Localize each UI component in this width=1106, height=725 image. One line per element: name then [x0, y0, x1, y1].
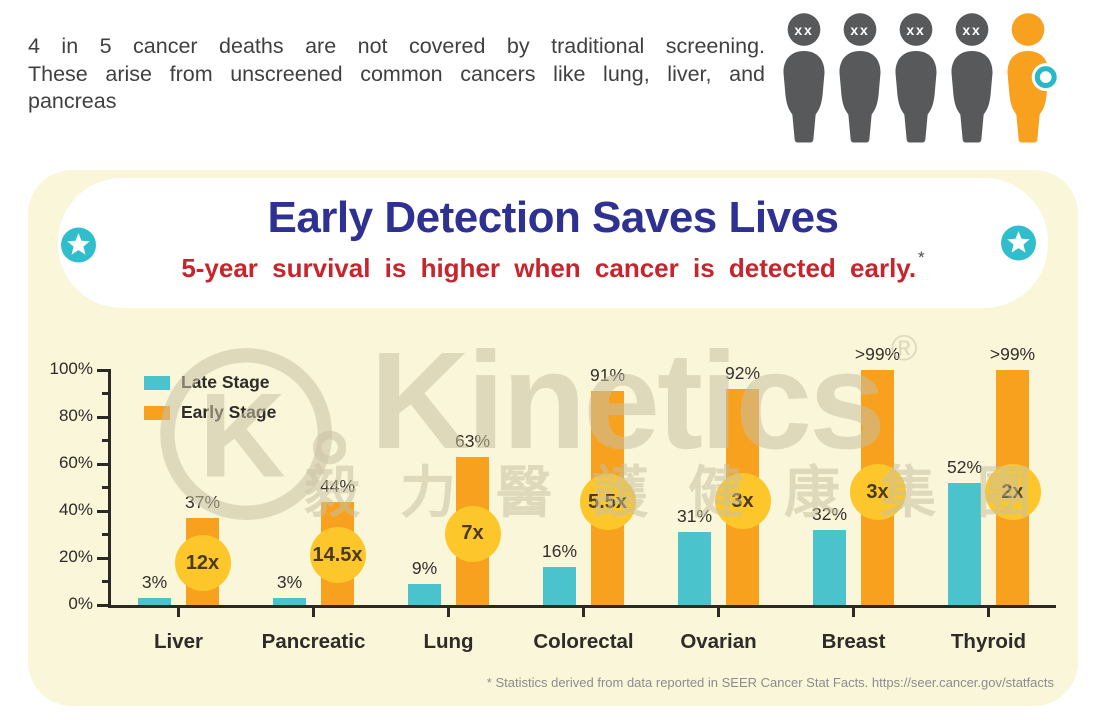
header-line-3: pancreas	[28, 89, 117, 113]
category-label: Breast	[821, 630, 886, 653]
multiplier-badge: 5.5x	[579, 474, 636, 531]
bar-value-label: 31%	[676, 506, 713, 527]
person-head-label: xx	[794, 22, 813, 38]
y-axis-major-tick	[97, 556, 111, 560]
bar-value-label: 3%	[141, 571, 168, 592]
y-axis-minor-tick	[102, 580, 111, 583]
person-icon-gray: xx	[895, 13, 937, 143]
y-axis-tick-label: 0%	[68, 594, 93, 613]
page-title: Early Detection Saves Lives	[267, 193, 839, 242]
bar-value-label: 3%	[276, 571, 303, 592]
y-axis-minor-tick	[102, 392, 111, 395]
category-label: Pancreatic	[261, 630, 366, 653]
source-footnote: * Statistics derived from data reported …	[486, 675, 1054, 690]
y-axis-major-tick	[97, 462, 111, 466]
late-stage-bar-thyroid	[948, 482, 981, 605]
category-group-pancreatic: 3% 44% 14.5x Pancreatic	[246, 370, 381, 653]
person-icon-gray: xx	[951, 13, 993, 143]
y-axis-tick-label: 100%	[49, 359, 93, 378]
category-label: Liver	[154, 630, 203, 653]
screening-target-icon	[1031, 63, 1060, 92]
bar-value-label: 92%	[724, 362, 761, 383]
y-axis-minor-tick	[102, 486, 111, 489]
category-group-liver: 3% 37% 12x Liver	[111, 370, 246, 653]
y-axis-major-tick	[97, 509, 111, 513]
late-stage-bar-liver	[138, 597, 171, 605]
star-badge-icon-right	[1001, 225, 1036, 261]
bar-value-label: 91%	[589, 365, 626, 386]
star-icon	[61, 227, 96, 263]
x-axis-tick	[852, 608, 855, 617]
person-icon-gray: xx	[783, 13, 825, 143]
multiplier-badge: 3x	[849, 464, 906, 521]
star-badge-icon-left	[61, 227, 96, 263]
bar-value-label: >99%	[854, 344, 901, 364]
person-head-label: xx	[906, 22, 925, 38]
late-stage-bar-colorectal	[543, 567, 576, 605]
category-group-lung: 9% 63% 7x Lung	[381, 370, 516, 653]
late-stage-bar-breast	[813, 529, 846, 605]
star-icon	[1001, 225, 1036, 261]
survival-bar-chart: 0% 20% 40% 60% 80% 100% Late Stage Early Stage 3…	[50, 344, 1056, 653]
x-axis-tick	[447, 608, 450, 617]
category-label: Colorectal	[533, 630, 634, 653]
header-line-2: These arise from unscreened common cance…	[28, 61, 765, 86]
late-stage-bar-lung	[408, 583, 441, 605]
main-panel: Early Detection Saves Lives 5-year survi…	[28, 170, 1078, 706]
header-statement: 4 in 5 cancer deaths are not covered by …	[28, 33, 765, 116]
header-line-1: 4 in 5 cancer deaths are not covered by …	[28, 34, 765, 58]
subtitle-text: 5-year survival is higher when cancer is…	[181, 253, 917, 283]
y-axis-major-tick	[97, 603, 111, 607]
bar-value-label: 16%	[541, 541, 578, 562]
person-head-label: xx	[962, 22, 981, 38]
y-axis-major-tick	[97, 368, 111, 372]
multiplier-badge: 3x	[714, 473, 771, 530]
footnote-marker: *	[918, 248, 925, 267]
category-label: Ovarian	[680, 630, 757, 653]
people-pictogram: xx xx xx xx	[776, 8, 1060, 150]
subtitle: 5-year survival is higher when cancer is…	[58, 248, 1048, 284]
bar-value-label: 44%	[319, 475, 356, 496]
category-group-thyroid: 52% >99% 2x Thyroid	[921, 344, 1056, 653]
x-axis-tick	[582, 608, 585, 617]
category-label: Thyroid	[950, 630, 1027, 653]
x-axis-tick	[312, 608, 315, 617]
multiplier-badge: 12x	[174, 535, 231, 592]
bar-value-label: 37%	[184, 492, 221, 513]
y-axis-minor-tick	[102, 533, 111, 536]
late-stage-bar-pancreatic	[273, 597, 306, 605]
person-icon-orange	[1007, 13, 1060, 143]
bar-value-label: >99%	[989, 344, 1036, 364]
multiplier-badge: 7x	[444, 505, 501, 562]
category-group-colorectal: 16% 91% 5.5x Colorectal	[516, 365, 651, 653]
y-axis-tick-label: 80%	[58, 406, 93, 425]
y-axis-tick-label: 60%	[58, 453, 93, 472]
x-axis-tick	[987, 608, 990, 617]
bar-value-label: 32%	[811, 503, 848, 524]
category-group-breast: 32% >99% 3x Breast	[786, 344, 921, 653]
person-head-label: xx	[850, 22, 869, 38]
person-icon-gray: xx	[839, 13, 881, 143]
multiplier-badge: 14.5x	[309, 527, 366, 584]
bar-value-label: 63%	[454, 430, 491, 451]
y-axis-tick-label: 40%	[58, 500, 93, 519]
multiplier-badge: 2x	[984, 464, 1041, 521]
category-group-ovarian: 31% 92% 3x Ovarian	[651, 363, 786, 653]
x-axis-tick	[177, 608, 180, 617]
bar-value-label: 52%	[946, 456, 983, 477]
bar-value-label: 9%	[411, 557, 438, 578]
title-banner: Early Detection Saves Lives 5-year survi…	[58, 178, 1048, 308]
y-axis-major-tick	[97, 415, 111, 419]
late-stage-bar-ovarian	[678, 532, 711, 605]
x-axis-tick	[717, 608, 720, 617]
y-axis-tick-label: 20%	[58, 547, 93, 566]
y-axis-minor-tick	[102, 439, 111, 442]
category-label: Lung	[423, 630, 474, 653]
